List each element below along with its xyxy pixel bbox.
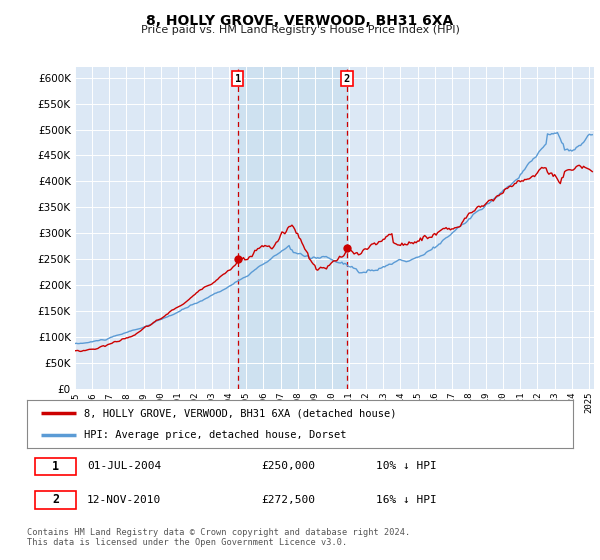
Bar [238, 67, 347, 389]
Text: £272,500: £272,500 [262, 495, 316, 505]
Text: 16% ↓ HPI: 16% ↓ HPI [376, 495, 437, 505]
Text: HPI: Average price, detached house, Dorset: HPI: Average price, detached house, Dors… [85, 430, 347, 440]
Text: 2: 2 [344, 73, 350, 83]
Text: 8, HOLLY GROVE, VERWOOD, BH31 6XA (detached house): 8, HOLLY GROVE, VERWOOD, BH31 6XA (detac… [85, 408, 397, 418]
Text: 12-NOV-2010: 12-NOV-2010 [87, 495, 161, 505]
Text: £250,000: £250,000 [262, 461, 316, 472]
Text: 8, HOLLY GROVE, VERWOOD, BH31 6XA: 8, HOLLY GROVE, VERWOOD, BH31 6XA [146, 14, 454, 28]
Text: 1: 1 [52, 460, 59, 473]
FancyBboxPatch shape [35, 458, 76, 475]
Text: 10% ↓ HPI: 10% ↓ HPI [376, 461, 437, 472]
Text: Contains HM Land Registry data © Crown copyright and database right 2024.
This d: Contains HM Land Registry data © Crown c… [27, 528, 410, 547]
Text: 2: 2 [52, 493, 59, 506]
Text: Price paid vs. HM Land Registry's House Price Index (HPI): Price paid vs. HM Land Registry's House … [140, 25, 460, 35]
Text: 01-JUL-2004: 01-JUL-2004 [87, 461, 161, 472]
Text: 1: 1 [235, 73, 241, 83]
FancyBboxPatch shape [35, 491, 76, 508]
